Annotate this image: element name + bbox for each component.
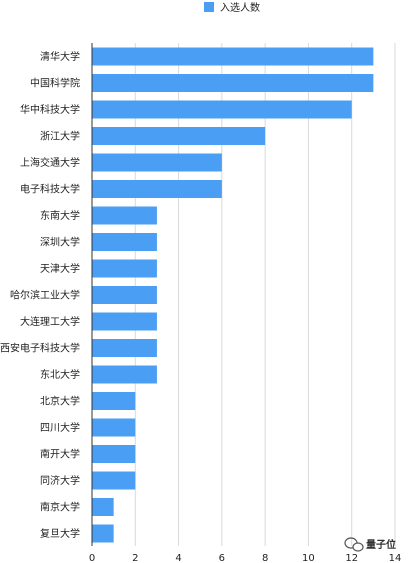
bars [92,47,374,543]
watermark-text: 量子位 [366,538,396,551]
category-labels: 清华大学中国科学院华中科技大学浙江大学上海交通大学电子科技大学东南大学深圳大学天… [0,50,80,540]
category-label: 中国科学院 [30,77,80,90]
bar [92,524,114,543]
x-tick-label: 2 [132,553,138,563]
category-label: 北京大学 [40,395,80,408]
category-label: 清华大学 [40,50,80,63]
bar [92,206,157,225]
bar [92,100,352,119]
x-tick-label: 10 [302,553,315,563]
category-label: 南开大学 [40,448,80,461]
bar [92,286,157,304]
category-label: 大连理工大学 [20,315,80,328]
category-label: 深圳大学 [40,236,80,249]
category-label: 天津大学 [40,262,80,275]
x-tick-label: 6 [219,553,225,563]
bar [92,312,157,331]
bar [92,153,222,172]
x-tick-labels: 0 2 4 6 8 10 12 14 [89,553,402,563]
bar [92,392,136,410]
category-label: 复旦大学 [40,527,80,540]
bar [92,233,157,251]
x-tick-label: 8 [262,553,268,563]
x-tick-label: 4 [175,553,181,563]
bar [92,471,136,490]
category-label: 电子科技大学 [20,183,80,196]
category-label: 同济大学 [40,474,80,487]
x-tick-label: 12 [345,553,358,563]
bar [92,127,266,145]
wechat-icon [344,537,364,552]
category-label: 哈尔滨工业大学 [10,289,80,302]
legend-label: 入选人数 [220,1,260,14]
gridlines [91,43,396,546]
category-label: 东南大学 [40,209,80,222]
legend: 入选人数 [204,1,260,14]
watermark: 量子位 [344,537,396,552]
bar [92,47,374,66]
category-label: 东北大学 [40,368,80,381]
bar [92,498,114,516]
bar [92,180,222,198]
bar [92,259,157,278]
bar [92,339,157,357]
x-tick-label: 14 [389,553,402,563]
bar [92,74,374,92]
category-label: 四川大学 [40,421,80,434]
bar [92,418,136,437]
category-label: 西安电子科技大学 [0,342,80,355]
x-tick-label: 0 [89,553,95,563]
category-label: 浙江大学 [40,130,80,143]
bar [92,365,157,384]
category-label: 上海交通大学 [20,156,80,169]
category-label: 南京大学 [40,501,80,514]
bar [92,445,136,463]
category-label: 华中科技大学 [20,103,80,116]
legend-swatch [204,2,214,12]
